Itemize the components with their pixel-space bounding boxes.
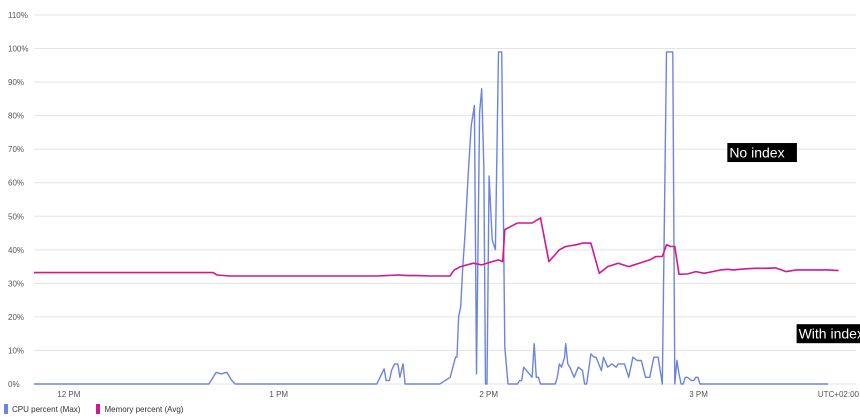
y-tick-label: 70%: [8, 145, 24, 154]
y-tick-label: 90%: [8, 78, 24, 87]
x-axis-ticks: 12 PM 1 PM 2 PM 3 PM: [57, 390, 708, 399]
legend-label-cpu: CPU percent (Max): [12, 404, 81, 414]
chart: 0% 10% 20% 30% 40% 50% 60% 70% 80% 90% 100% 110% 12…: [8, 11, 860, 399]
y-tick-label: 100%: [8, 45, 28, 54]
legend: CPU percent (Max) Memory percent (Avg): [4, 404, 183, 414]
y-tick-label: 10%: [8, 346, 24, 355]
annotation-box: [796, 324, 860, 344]
legend-swatch-memory: [96, 404, 101, 414]
series-line-cpu: [34, 51, 829, 385]
y-tick-label: 0%: [8, 380, 20, 389]
x-tick-label: 1 PM: [269, 390, 288, 399]
legend-label-memory: Memory percent (Avg): [104, 404, 184, 414]
grid-lines: [34, 14, 856, 385]
annotations: No index With index: [727, 143, 860, 344]
annotation-label: No index: [729, 145, 784, 161]
y-tick-label: 110%: [8, 11, 28, 20]
series-layer: [34, 51, 839, 385]
y-tick-label: 60%: [8, 179, 24, 188]
legend-item-cpu[interactable]: CPU percent (Max): [4, 404, 80, 414]
annotation-box: [727, 143, 797, 163]
legend-swatch-cpu: [4, 404, 8, 414]
legend-item-memory[interactable]: Memory percent (Avg): [96, 404, 183, 414]
annotation-label: With index: [799, 326, 860, 342]
timezone-label: UTC+02:00: [818, 390, 860, 399]
x-tick-label: 12 PM: [57, 390, 80, 399]
series-line-memory: [34, 217, 839, 277]
x-tick-label: 2 PM: [479, 390, 498, 399]
y-tick-label: 40%: [8, 246, 24, 255]
y-tick-label: 80%: [8, 112, 24, 121]
y-axis-ticks: 0% 10% 20% 30% 40% 50% 60% 70% 80% 90% 100% 110%: [8, 11, 28, 389]
y-tick-label: 50%: [8, 212, 24, 221]
y-tick-label: 30%: [8, 279, 24, 288]
y-tick-label: 20%: [8, 313, 24, 322]
x-tick-label: 3 PM: [689, 390, 708, 399]
